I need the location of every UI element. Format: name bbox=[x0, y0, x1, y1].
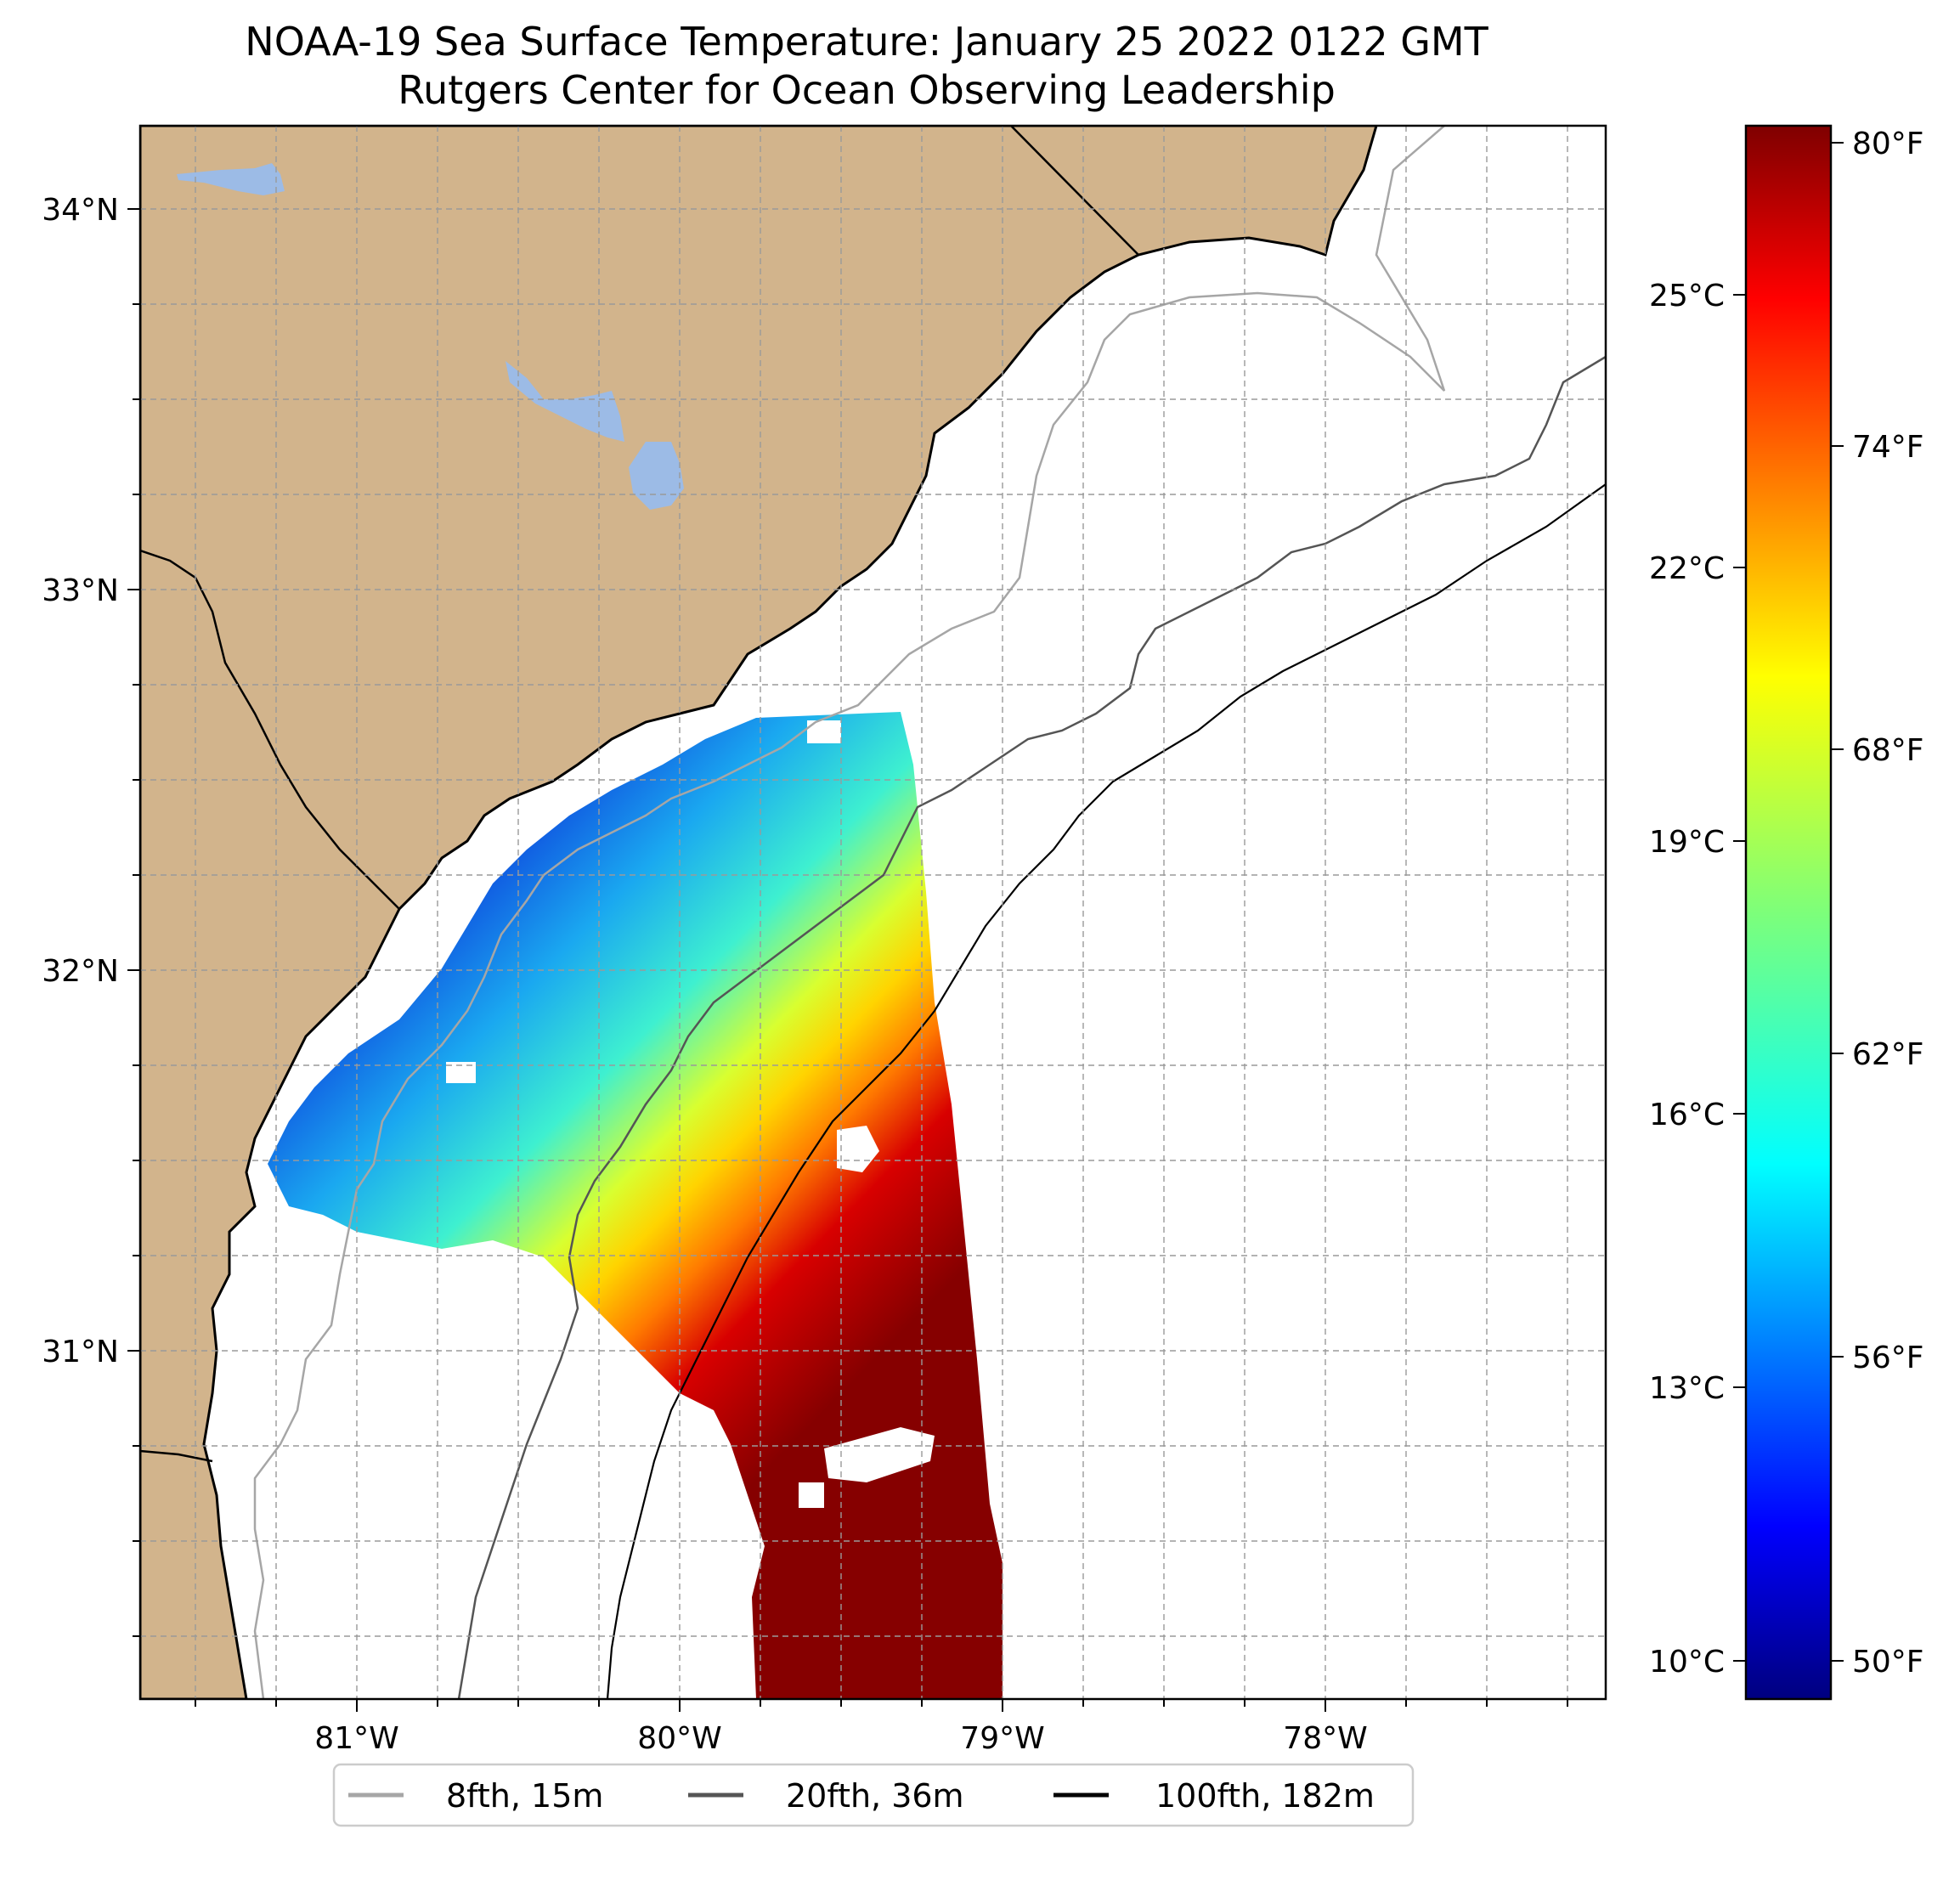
swath-gap bbox=[799, 1482, 824, 1508]
figure-title-line1: NOAA-19 Sea Surface Temperature: January… bbox=[245, 19, 1488, 65]
lat-label-34n: 34°N bbox=[42, 193, 119, 228]
colorbar-celsius-label: 10°C bbox=[1649, 1645, 1725, 1680]
nc-sc-border bbox=[1010, 126, 1139, 256]
colorbar-celsius-label: 16°C bbox=[1649, 1098, 1725, 1132]
colorbar-celsius-label: 13°C bbox=[1649, 1371, 1725, 1406]
graticule bbox=[140, 126, 1606, 1699]
lat-label-33n: 33°N bbox=[42, 573, 119, 608]
colorbar-celsius-label: 19°C bbox=[1649, 825, 1725, 860]
swath-gap bbox=[807, 720, 841, 743]
map-frame bbox=[138, 124, 1607, 1701]
lon-label-80w: 80°W bbox=[637, 1721, 721, 1756]
map-panel bbox=[140, 126, 1606, 1699]
land-mass bbox=[140, 126, 1378, 1699]
contour-8fth bbox=[253, 126, 1446, 1699]
colorbar-fahrenheit-label: 74°F bbox=[1852, 430, 1924, 465]
legend-label-20fth: 20fth, 36m bbox=[786, 1777, 964, 1815]
colorbar-fahrenheit-label: 80°F bbox=[1852, 127, 1924, 161]
legend-label-8fth: 8fth, 15m bbox=[446, 1777, 603, 1815]
legend-box bbox=[332, 1763, 1415, 1827]
lat-label-31n: 31°N bbox=[42, 1335, 119, 1369]
lon-label-79w: 79°W bbox=[960, 1721, 1044, 1756]
colorbar-fahrenheit-label: 50°F bbox=[1852, 1645, 1924, 1680]
lon-label-81w: 81°W bbox=[314, 1721, 398, 1756]
colorbar-fahrenheit-label: 68°F bbox=[1852, 733, 1924, 768]
colorbar bbox=[1744, 124, 1833, 1701]
legend-label-100fth: 100fth, 182m bbox=[1155, 1777, 1375, 1815]
colorbar-ticks bbox=[1733, 142, 1844, 1662]
legend: 8fth, 15m 20fth, 36m 100fth, 182m bbox=[332, 1763, 1415, 1827]
lower-border bbox=[140, 1449, 213, 1463]
swath-gap bbox=[446, 1062, 476, 1083]
colorbar-fahrenheit-label: 56°F bbox=[1852, 1341, 1924, 1375]
lat-axis bbox=[127, 208, 140, 1637]
contour-100fth bbox=[606, 483, 1606, 1699]
lake-moultrie bbox=[629, 442, 684, 510]
colorbar-fahrenheit-label: 62°F bbox=[1852, 1037, 1924, 1072]
lake-marion bbox=[506, 361, 624, 442]
colorbar-celsius-label: 22°C bbox=[1649, 551, 1725, 586]
figure-title-line2: Rutgers Center for Ocean Observing Leade… bbox=[398, 67, 1336, 113]
lake-north bbox=[177, 163, 285, 195]
lon-axis bbox=[195, 1699, 1568, 1712]
swath-gap bbox=[824, 1427, 935, 1482]
colorbar-celsius-label: 25°C bbox=[1649, 279, 1725, 313]
sst-swath bbox=[268, 712, 1003, 1699]
state-border bbox=[140, 549, 400, 910]
contour-20fth bbox=[457, 355, 1606, 1699]
lat-label-32n: 32°N bbox=[42, 954, 119, 989]
lon-label-78w: 78°W bbox=[1283, 1721, 1367, 1756]
